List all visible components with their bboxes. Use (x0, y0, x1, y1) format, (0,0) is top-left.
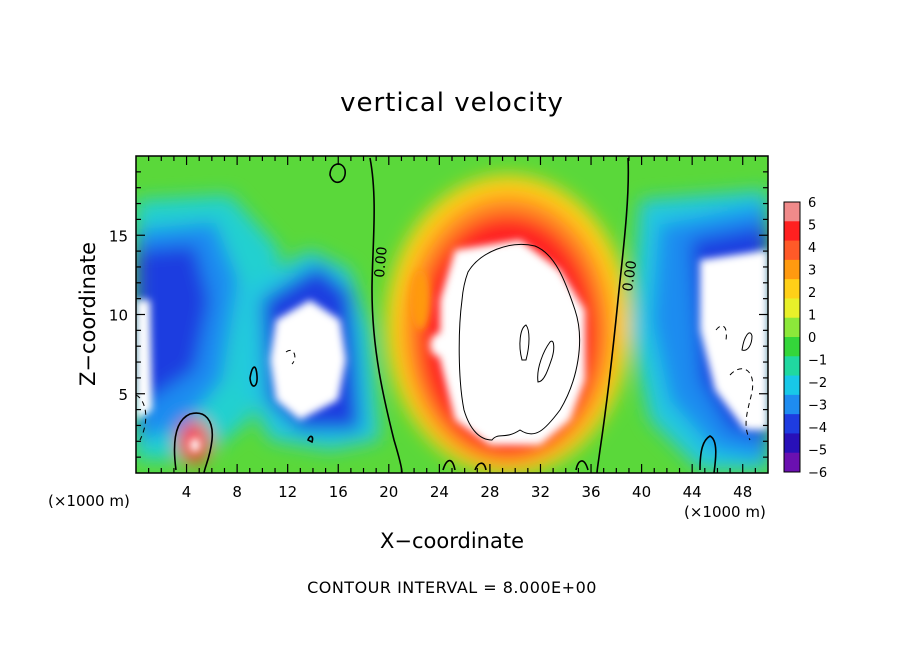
colorbar-tick-label: −3 (808, 399, 827, 414)
x-tick-label: 32 (531, 483, 550, 501)
colorbar-swatch (784, 414, 800, 434)
x-tick-label: 40 (632, 483, 651, 501)
colorbar-swatch (784, 259, 800, 280)
colorbar-swatch (784, 221, 800, 242)
colorbar-tick-label: 3 (808, 264, 816, 279)
x-tick-label: 24 (430, 483, 449, 501)
contour-label: 0.00 (620, 259, 640, 292)
x-tick-label: 12 (278, 483, 297, 501)
colorbar-swatch (784, 356, 800, 377)
colorbar-swatch (784, 394, 800, 415)
x-tick-label: 28 (480, 483, 499, 501)
colorbar-swatch (784, 240, 800, 261)
x-tick-label: 4 (182, 483, 192, 501)
colorbar-tick-label: 0 (808, 331, 816, 346)
x-tick-label: 36 (581, 483, 600, 501)
colorbar-swatch (784, 202, 800, 222)
y-axis-label: Z−coordinate (76, 242, 100, 386)
colorbar-swatch (784, 337, 800, 357)
colorbar-tick-label: 6 (808, 196, 816, 211)
velocity-field (136, 156, 768, 473)
y-tick-label: 5 (118, 386, 128, 404)
colorbar-tick-label: 5 (808, 219, 816, 234)
colorbar-swatch (784, 298, 800, 319)
colorbar-tick-label: 2 (808, 286, 816, 301)
colorbar-tick-label: −2 (808, 376, 827, 391)
colorbar-tick-label: −6 (808, 466, 827, 481)
x-axis-label: X−coordinate (380, 529, 524, 553)
y-axis: 5 10 15 (109, 171, 768, 458)
contour-lines (173, 157, 717, 473)
colorbar-tick-label: −1 (808, 354, 827, 369)
x-tick-label: 44 (683, 483, 702, 501)
colorbar: 6 5 4 3 2 1 0 −1 −2 −3 −4 −5 −6 (783, 196, 827, 481)
colorbar-swatch (784, 279, 800, 299)
contour-lines-thin (458, 243, 753, 441)
colorbar-frame (783, 201, 801, 473)
y-tick-label: 10 (109, 307, 128, 325)
colorbar-swatch (784, 317, 800, 338)
x-tick-label: 48 (733, 483, 752, 501)
colorbar-swatch (784, 375, 800, 396)
contour-label: 0.00 (372, 246, 391, 278)
contour-interval-note: CONTOUR INTERVAL = 8.000E+00 (307, 578, 597, 597)
x-tick-label: 16 (329, 483, 348, 501)
colorbar-tick-label: 1 (808, 309, 816, 324)
x-tick-label: 8 (232, 483, 242, 501)
colorbar-tick-label: −4 (808, 421, 827, 436)
x-tick-label: 20 (379, 483, 398, 501)
x-unit-left: (×1000 m) (48, 492, 130, 510)
colorbar-swatch (784, 433, 800, 454)
colorbar-tick-label: −5 (808, 444, 827, 459)
x-axis: 4 8 12 16 20 24 28 32 36 40 44 48 (148, 156, 756, 501)
colorbar-tick-label: 4 (808, 241, 816, 256)
x-unit-right: (×1000 m) (684, 503, 766, 521)
chart-title: vertical velocity (340, 88, 564, 118)
contour-lines-dashed (136, 325, 754, 441)
colorbar-swatch (784, 452, 800, 473)
y-tick-label: 15 (109, 227, 128, 245)
contour-labels: 0.00 0.00 (372, 246, 640, 293)
